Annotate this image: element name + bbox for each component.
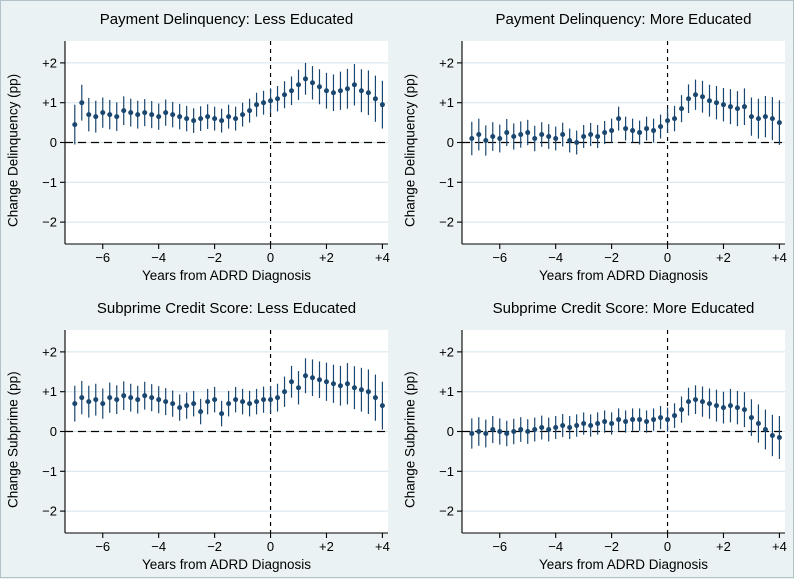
svg-text:−4: −4 [548,539,563,554]
svg-text:+2: +2 [319,539,334,554]
chart-title: Payment Delinquency: More Educated [495,11,752,28]
svg-text:−1: −1 [42,175,57,190]
svg-text:−6: −6 [95,250,110,265]
y-axis-label: Change Delinquency (pp) [5,73,21,228]
svg-text:0: 0 [267,539,274,554]
svg-text:+4: +4 [772,539,787,554]
plot-area: +2 +1 0 −1 −2 −6 −4 −2 0 +2 +4 [42,330,390,554]
svg-text:+1: +1 [439,384,454,399]
svg-text:−2: −2 [207,250,222,265]
svg-text:0: 0 [50,135,57,150]
svg-text:+1: +1 [42,384,57,399]
svg-text:+4: +4 [772,250,787,265]
x-axis-label: Years from ADRD Diagnosis [141,268,312,283]
svg-text:+2: +2 [319,250,334,265]
y-axis-label: Change Subprime (pp) [402,371,418,508]
plot-area: +2 +1 0 −1 −2 −6 −4 −2 0 +2 +4 [439,41,787,265]
plot-area: +2 +1 0 −1 −2 −6 −4 −2 0 +2 +4 [439,330,787,554]
svg-text:−2: −2 [439,215,454,230]
svg-text:0: 0 [267,250,274,265]
x-axis-label: Years from ADRD Diagnosis [141,557,312,572]
svg-text:0: 0 [664,539,671,554]
svg-text:−4: −4 [548,250,563,265]
svg-text:−6: −6 [492,539,507,554]
svg-text:+2: +2 [716,539,731,554]
svg-text:+4: +4 [375,250,390,265]
svg-text:−1: −1 [439,464,454,479]
svg-text:−2: −2 [439,504,454,519]
svg-text:−6: −6 [95,539,110,554]
panel-subprime-more-educated: Subprime Credit Score: More Educated Cha… [398,290,794,579]
svg-text:+2: +2 [42,55,57,70]
panel-delinquency-more-educated: Payment Delinquency: More Educated Chang… [398,1,794,290]
svg-text:+2: +2 [439,55,454,70]
chart-title: Subprime Credit Score: More Educated [492,300,755,317]
svg-text:0: 0 [50,424,57,439]
svg-text:0: 0 [447,424,454,439]
svg-text:+1: +1 [42,95,57,110]
panel-subprime-less-educated: Subprime Credit Score: Less Educated Cha… [1,290,398,579]
x-axis-label: Years from ADRD Diagnosis [538,557,709,572]
svg-text:−2: −2 [42,215,57,230]
chart-title: Payment Delinquency: Less Educated [99,11,354,28]
svg-text:+4: +4 [375,539,390,554]
svg-text:−6: −6 [492,250,507,265]
svg-text:−2: −2 [604,539,619,554]
svg-text:−4: −4 [151,539,166,554]
chart-title: Subprime Credit Score: Less Educated [96,300,357,317]
svg-text:−4: −4 [151,250,166,265]
svg-text:0: 0 [664,250,671,265]
svg-text:+2: +2 [439,344,454,359]
svg-text:−2: −2 [42,504,57,519]
svg-text:0: 0 [447,135,454,150]
panel-delinquency-less-educated: Payment Delinquency: Less Educated Chang… [1,1,398,290]
svg-text:−1: −1 [439,175,454,190]
svg-text:+2: +2 [42,344,57,359]
svg-text:−1: −1 [42,464,57,479]
y-axis-label: Change Delinquency (pp) [402,73,418,228]
y-axis-label: Change Subprime (pp) [5,371,21,508]
svg-text:+2: +2 [716,250,731,265]
svg-text:−2: −2 [604,250,619,265]
svg-text:+1: +1 [439,95,454,110]
x-axis-label: Years from ADRD Diagnosis [538,268,709,283]
plot-area: +2 +1 0 −1 −2 −6 −4 −2 0 +2 +4 [42,41,390,265]
svg-text:−2: −2 [207,539,222,554]
